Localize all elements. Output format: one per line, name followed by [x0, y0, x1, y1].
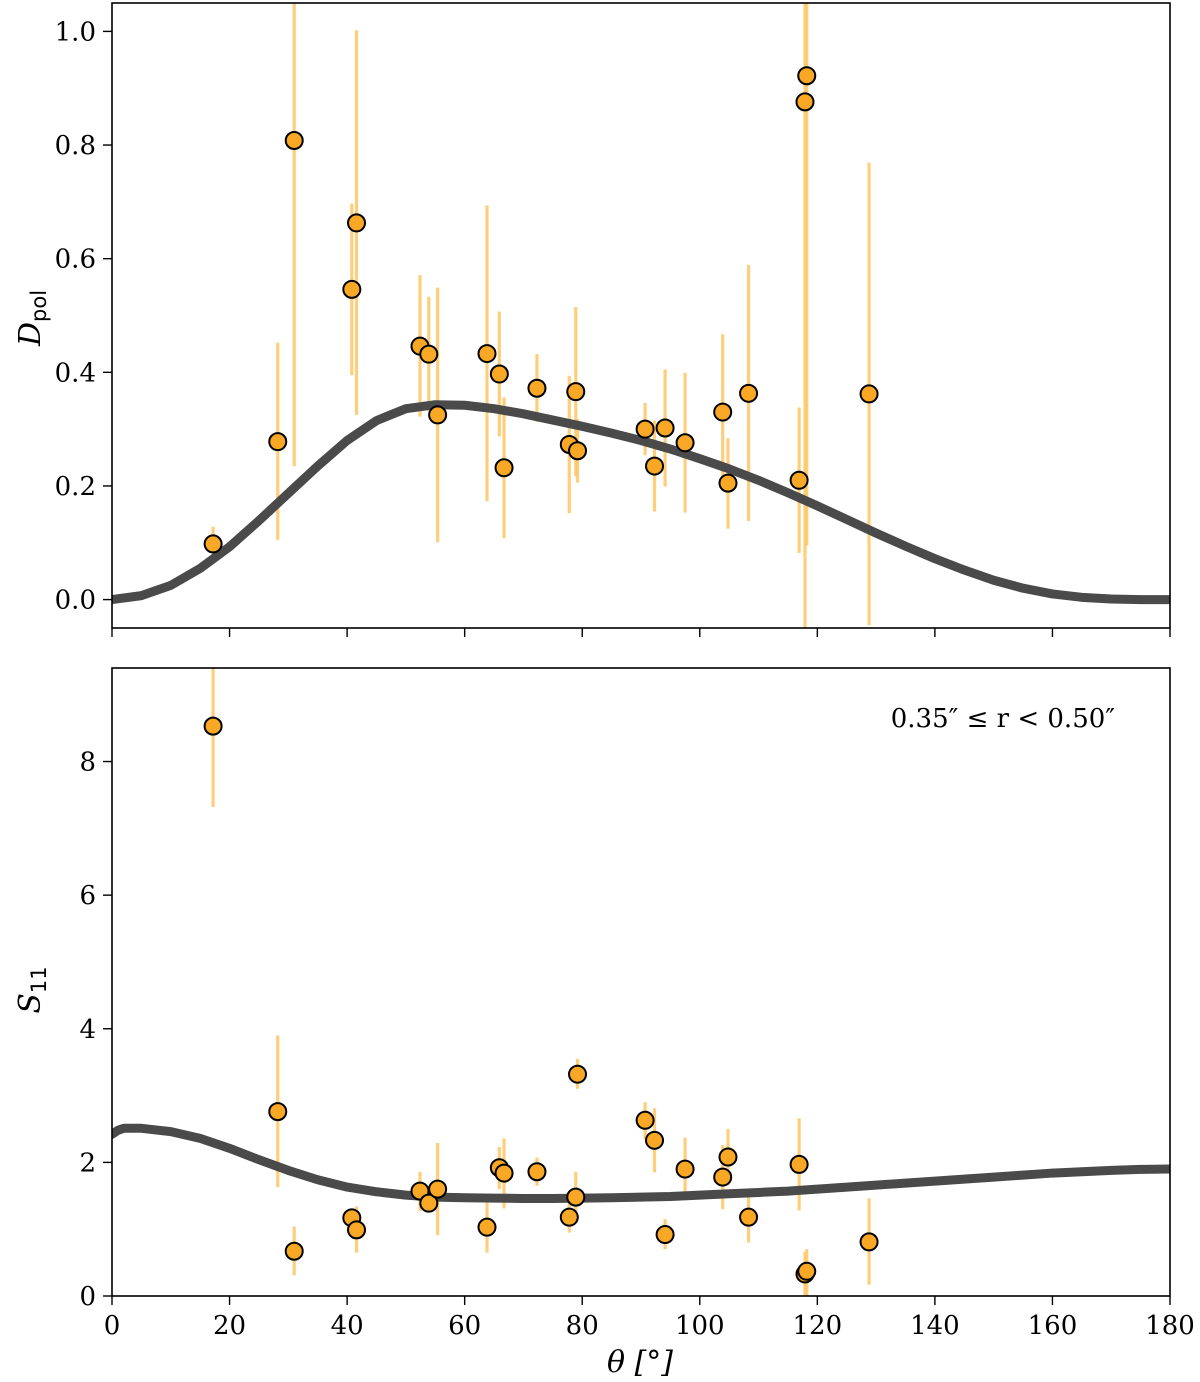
top-errorbars [211, 3, 871, 628]
x-axis-label: θ [°] [607, 1345, 673, 1380]
bot-data-point-12 [559, 1207, 579, 1227]
bottom-y-axis-label: S11 [13, 966, 51, 1013]
top-data-point-16 [645, 456, 665, 476]
top-data-point-10 [494, 458, 514, 478]
bot-y-tick-label-0: 0 [79, 1282, 96, 1312]
top-data-point-13 [566, 382, 586, 402]
top-y-axis-label-main: D [13, 322, 48, 347]
bot-data-point-15 [635, 1110, 655, 1130]
top-data-point-1 [268, 432, 288, 452]
top-y-tick-label-0: 0.0 [55, 586, 96, 616]
top-data-point-0 [203, 534, 223, 554]
bot-data-point-13 [566, 1187, 586, 1207]
bot-data-point-2 [284, 1241, 304, 1261]
top-data-point-4 [347, 213, 367, 233]
top-data-point-7 [428, 405, 448, 425]
bot-data-point-4 [347, 1220, 367, 1240]
bot-y-tick-label-2: 4 [79, 1015, 96, 1045]
bot-x-tick-label-180: 180 [1145, 1311, 1195, 1341]
bot-data-point-8 [477, 1217, 497, 1237]
bot-data-point-6 [419, 1193, 439, 1213]
bot-y-tick-label-4: 8 [79, 748, 96, 778]
bot-x-tick-label-100: 100 [675, 1311, 725, 1341]
bot-data-point-16 [645, 1130, 665, 1150]
top-axis-ticks: 0.0 0.2 0.4 0.6 0.8 1.0 [55, 17, 1171, 637]
bot-data-point-20 [718, 1147, 738, 1167]
radius-range-annotation: 0.35″ ≤ r < 0.50″ [891, 704, 1116, 734]
panel-top-dpol: 0.0 0.2 0.4 0.6 0.8 1.0 Dpol [13, 2, 1171, 637]
top-y-axis-label-subscript: pol [27, 290, 51, 322]
bot-x-tick-label-120: 120 [793, 1311, 843, 1341]
bot-data-point-21 [739, 1207, 759, 1227]
top-data-point-17 [655, 418, 675, 438]
top-data-point-15 [635, 419, 655, 439]
top-data-point-11 [527, 378, 547, 398]
top-y-axis-label: Dpol [13, 290, 51, 347]
top-model-curve [112, 400, 1170, 605]
top-data-point-3 [342, 279, 362, 299]
top-data-point-21 [739, 383, 759, 403]
top-y-tick-label-3: 0.6 [55, 245, 96, 275]
top-y-tick-label-4: 0.8 [55, 131, 96, 161]
bot-data-point-22 [789, 1154, 809, 1174]
top-y-tick-label-2: 0.4 [55, 358, 96, 388]
bottom-plot-frame [111, 667, 1171, 1297]
bot-x-tick-label-160: 160 [1028, 1311, 1078, 1341]
bot-data-point-18 [675, 1159, 695, 1179]
bot-y-tick-label-1: 2 [79, 1148, 96, 1178]
top-data-point-18 [675, 433, 695, 453]
bot-data-point-17 [655, 1225, 675, 1245]
bot-data-point-0 [203, 716, 223, 736]
top-data-point-8 [477, 344, 497, 364]
top-data-point-9 [489, 364, 509, 384]
bot-data-point-1 [268, 1102, 288, 1122]
top-data-point-20 [718, 473, 738, 493]
top-data-point-23 [795, 92, 815, 112]
bot-x-tick-label-0: 0 [104, 1311, 121, 1341]
top-data-point-14 [568, 441, 588, 461]
top-data-point-22 [789, 470, 809, 490]
bottom-axis-ticks: 0 20 40 60 80 100 120 140 160 180 0 2 4 6 8 [79, 748, 1194, 1341]
bot-data-point-10 [494, 1163, 514, 1183]
top-data-point-19 [713, 402, 733, 422]
bot-data-point-25 [859, 1232, 879, 1252]
top-data-point-6 [419, 344, 439, 364]
bot-y-tick-label-3: 6 [79, 881, 96, 911]
bot-data-point-7 [428, 1179, 448, 1199]
bot-data-point-14 [568, 1064, 588, 1084]
bot-x-tick-label-20: 20 [213, 1311, 246, 1341]
bot-data-point-19 [713, 1167, 733, 1187]
bot-data-point-24 [797, 1261, 817, 1281]
bot-x-tick-label-60: 60 [448, 1311, 481, 1341]
bot-model-curve [112, 1123, 1170, 1203]
top-data-point-2 [284, 131, 304, 150]
bot-x-tick-label-40: 40 [331, 1311, 364, 1341]
top-y-tick-label-5: 1.0 [55, 17, 96, 47]
top-plot-frame [111, 2, 1171, 629]
bot-points [203, 716, 879, 1284]
bot-x-tick-label-80: 80 [566, 1311, 599, 1341]
bot-data-point-11 [527, 1162, 547, 1182]
top-data-point-25 [859, 384, 879, 404]
bot-x-tick-label-140: 140 [910, 1311, 960, 1341]
top-points [203, 66, 879, 554]
top-data-point-24 [797, 66, 817, 86]
bottom-data-series [112, 668, 1170, 1296]
top-y-tick-label-1: 0.2 [55, 472, 96, 502]
bottom-y-axis-label-subscript: 11 [27, 966, 51, 993]
bottom-y-axis-label-main: S [13, 993, 48, 1014]
top-data-series [112, 3, 1170, 628]
